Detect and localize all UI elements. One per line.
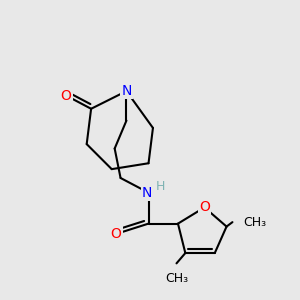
Text: O: O [199,200,210,214]
Text: CH₃: CH₃ [165,272,188,285]
Text: O: O [61,88,71,103]
Text: CH₃: CH₃ [243,216,266,229]
Text: N: N [142,186,152,200]
Text: N: N [121,84,132,98]
Text: H: H [156,180,166,193]
Text: O: O [111,227,122,241]
